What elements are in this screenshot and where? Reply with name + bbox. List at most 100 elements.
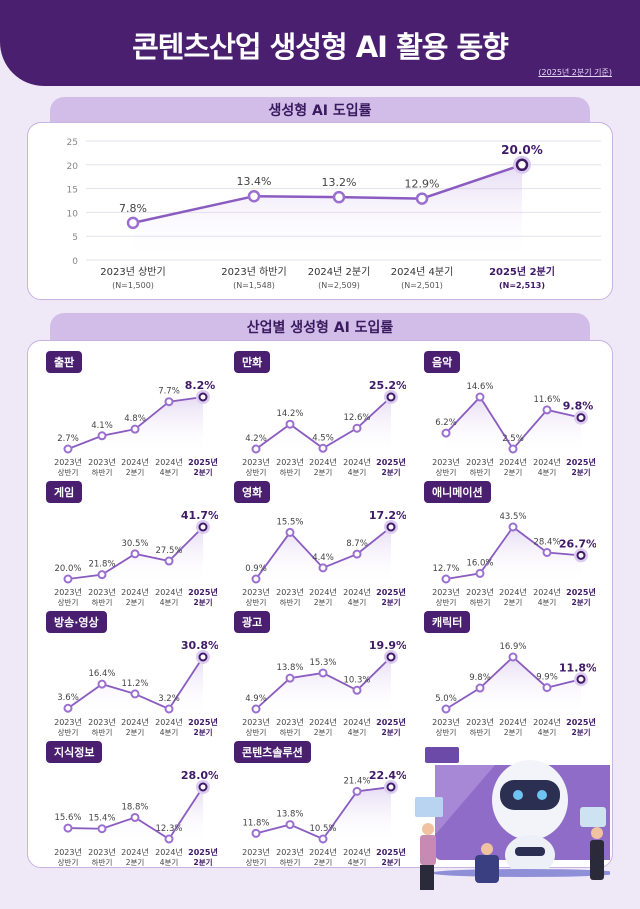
- industry-line-chart: 4.2%2023년상반기14.2%2023년하반기4.5%2024년2분기12.…: [242, 379, 406, 477]
- industry-tag: 지식정보: [46, 741, 103, 763]
- sample-size-label: (N=2,513): [499, 281, 545, 290]
- data-point: [251, 704, 261, 714]
- data-label: 4.9%: [245, 694, 267, 704]
- header-banner: 콘텐츠산업 생성형 AI 활용 동향 (2025년 2분기 기준): [0, 0, 640, 86]
- x-tick-label: 4분기: [538, 468, 557, 477]
- x-tick-label: 2024년: [533, 457, 561, 467]
- data-point: [441, 704, 451, 714]
- data-point: [164, 704, 174, 714]
- x-tick-label: 2024년: [343, 457, 371, 467]
- industry-chart-3: 음악 6.2% 2023년 상반기 14.6% 2023년 하반기 2.5% 2024년 2분기 1…: [416, 347, 596, 477]
- data-point: [63, 703, 73, 713]
- data-label: 10.5%: [309, 824, 336, 834]
- industry-line-chart: 0.9%2023년상반기15.5%2023년하반기4.4%2024년2분기8.7…: [242, 509, 406, 607]
- industry-chart-2: 만화 4.2% 2023년 상반기 14.2% 2023년 하반기 4.5% 2024년 2분기 1…: [226, 347, 406, 477]
- x-tick-label: 2분기: [504, 598, 523, 607]
- x-tick-label: 하반기: [470, 467, 491, 477]
- x-tick-label: 2023년: [88, 587, 116, 597]
- x-tick-label: 하반기: [280, 857, 301, 867]
- x-tick-label: 상반기: [246, 467, 267, 477]
- data-label: 10.3%: [343, 675, 370, 685]
- overall-line-chart: 0 5 10 15 20 25 7.8% 2023년 상반기 (N=1,500) 13.4% 202…: [67, 138, 601, 290]
- data-label: 16.4%: [88, 669, 115, 679]
- data-point: [386, 522, 396, 532]
- sample-size-label: (N=2,501): [401, 281, 443, 290]
- x-tick-label: 2024년: [155, 847, 183, 857]
- x-tick-label: 2025년: [566, 457, 596, 467]
- area-fill: [256, 397, 391, 455]
- x-tick-label: 2023년: [54, 587, 82, 597]
- x-tick-label: 상반기: [58, 597, 79, 607]
- x-tick-label: 2025년 2분기: [489, 265, 555, 278]
- robot-illustration: [415, 747, 610, 890]
- x-tick-label: 4분기: [348, 598, 367, 607]
- data-point: [576, 674, 586, 684]
- x-tick-label: 2023년: [242, 717, 270, 727]
- data-label: 17.2%: [369, 509, 406, 522]
- x-tick-label: 상반기: [58, 467, 79, 477]
- industry-tag: 캐릭터: [424, 611, 471, 633]
- x-tick-label: 2025년: [376, 587, 406, 597]
- x-tick-label: 상반기: [246, 857, 267, 867]
- data-point: [285, 527, 295, 537]
- x-tick-label: 2025년: [188, 457, 218, 467]
- x-tick-label: 2분기: [571, 597, 590, 607]
- data-point: [164, 397, 174, 407]
- x-tick-label: 2025년: [376, 717, 406, 727]
- data-label: 12.3%: [155, 824, 182, 834]
- industry-chart-7: 방송·영상 3.6% 2023년 상반기 16.4% 2023년 하반기 11.2% 2024년…: [38, 607, 218, 737]
- x-tick-label: 2025년: [566, 587, 596, 597]
- x-tick-label: 하반기: [280, 597, 301, 607]
- x-tick-label: 하반기: [470, 597, 491, 607]
- x-tick-label: 2023년: [276, 717, 304, 727]
- y-tick-label: 25: [67, 138, 78, 148]
- data-point: [164, 556, 174, 566]
- x-tick-label: 2024년: [309, 717, 337, 727]
- x-tick-label: 2분기: [126, 598, 145, 607]
- data-point: [542, 405, 552, 415]
- x-tick-label: 2025년: [376, 457, 406, 467]
- y-tick-label: 10: [67, 209, 79, 219]
- x-tick-label: 2분기: [314, 598, 333, 607]
- data-label: 12.7%: [432, 564, 459, 574]
- x-tick-label: 2분기: [381, 467, 400, 477]
- x-tick-label: 2023년: [432, 717, 460, 727]
- data-label: 12.6%: [343, 413, 370, 423]
- data-label: 16.0%: [466, 558, 493, 568]
- x-tick-label: 4분기: [160, 858, 179, 867]
- area-fill: [256, 527, 391, 585]
- x-tick-label: 하반기: [280, 727, 301, 737]
- x-tick-label: 2024년: [343, 717, 371, 727]
- data-point: [251, 574, 261, 584]
- data-label: 11.8%: [242, 818, 269, 828]
- basis-note: (2025년 2분기 기준): [538, 68, 612, 77]
- x-tick-label: 2024년: [499, 587, 527, 597]
- data-label: 20.0%: [501, 143, 543, 157]
- data-label: 30.8%: [181, 639, 218, 652]
- x-tick-label: 2023년: [54, 717, 82, 727]
- data-point: [515, 158, 529, 172]
- x-tick-label: 2분기: [126, 728, 145, 737]
- industry-section-title: 산업별 생성형 AI 도입률: [50, 313, 590, 345]
- data-label: 27.5%: [155, 546, 182, 556]
- x-tick-label: 상반기: [436, 727, 457, 737]
- y-tick-label: 15: [67, 186, 78, 196]
- data-point: [285, 673, 295, 683]
- x-tick-label: 2분기: [381, 597, 400, 607]
- data-label: 8.7%: [346, 539, 368, 549]
- x-tick-label: 2024년: [309, 457, 337, 467]
- x-tick-label: 2024년: [121, 847, 149, 857]
- data-point: [198, 782, 208, 792]
- data-point: [126, 216, 140, 230]
- data-point: [164, 834, 174, 844]
- industry-line-chart: 5.0%2023년상반기9.8%2023년하반기16.9%2024년2분기9.9…: [432, 642, 596, 737]
- x-tick-label: 2분기: [504, 468, 523, 477]
- x-tick-label: 4분기: [348, 858, 367, 867]
- data-label: 21.8%: [88, 560, 115, 570]
- data-label: 14.6%: [466, 382, 493, 392]
- x-tick-label: 하반기: [92, 467, 113, 477]
- x-tick-label: 2024년: [309, 847, 337, 857]
- x-tick-label: 2023년: [432, 457, 460, 467]
- industry-line-chart: 20.0%2023년상반기21.8%2023년하반기30.5%2024년2분기2…: [54, 509, 218, 607]
- x-tick-label: 하반기: [280, 467, 301, 477]
